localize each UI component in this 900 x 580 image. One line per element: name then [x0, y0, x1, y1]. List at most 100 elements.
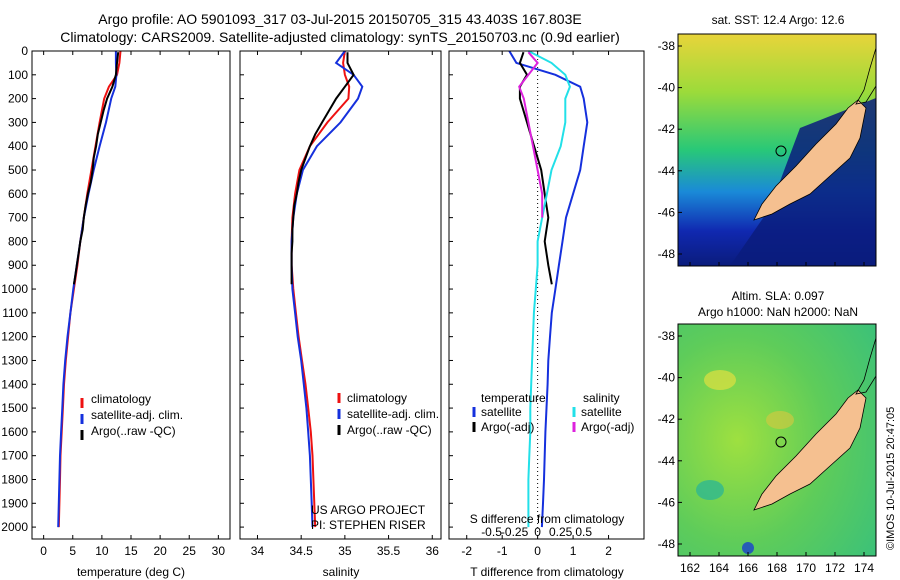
ytick-label: 900: [8, 258, 28, 272]
sla-land: [753, 389, 867, 511]
xtick-label: 30: [212, 544, 226, 558]
difference-legend-salinity-title: salinity: [583, 391, 620, 405]
difference-legend: temperature salinity satellite Argo(-adj…: [472, 391, 634, 434]
salinity-diff-tick-label: 0: [534, 525, 541, 539]
map-xtick-label: 166: [738, 561, 758, 575]
ytick-label: 600: [8, 187, 28, 201]
map-xtick-label: 174: [854, 561, 874, 575]
xtick-label: 36: [426, 544, 440, 558]
series-line-climatology: [57, 50, 122, 528]
header: Argo profile: AO 5901093_317 03-Jul-2015…: [60, 11, 620, 45]
temperature-legend-argo: Argo(..raw -QC): [91, 424, 176, 438]
ytick-label: 1300: [1, 353, 28, 367]
map-xtick-label: 168: [767, 561, 787, 575]
map-ytick-label: -42: [658, 122, 676, 136]
ytick-label: 100: [8, 68, 28, 82]
series-line-salinity-argo-adj-: [518, 51, 544, 218]
xtick-label: 15: [124, 544, 138, 558]
ytick-label: 1700: [1, 449, 28, 463]
ytick-label: 1900: [1, 496, 28, 510]
temperature-legend: climatology satellite-adj. clim. Argo(..…: [80, 392, 183, 440]
difference-legend-sal-satellite: satellite: [581, 405, 622, 419]
ytick-label: 400: [8, 139, 28, 153]
map-ytick-label: -40: [658, 371, 676, 385]
ytick-label: 1800: [1, 472, 28, 486]
salinity-annotation-project: US ARGO PROJECT: [311, 503, 426, 517]
difference-legend-temp-satellite: satellite: [481, 405, 522, 419]
sst-north-island: [855, 47, 877, 105]
sst-map: sat. SST: 12.4 Argo: 12.6 16216416616817…: [658, 13, 877, 267]
series-line-temperature-argo-adj-: [518, 51, 553, 285]
ytick-label: 1400: [1, 377, 28, 391]
watermark: ©IMOS 10-Jul-2015 20:47:05: [885, 407, 897, 550]
ytick-label: 300: [8, 115, 28, 129]
salinity-chart: 34 34.5 35 35.5 36 climatology satellite-adj…: [239, 50, 442, 579]
title-line-2: Climatology: CARS2009. Satellite-adjuste…: [60, 29, 620, 45]
xtick-label: 0: [534, 544, 541, 558]
map-ytick-label: -46: [658, 205, 676, 219]
map-ytick-label: -48: [658, 537, 676, 551]
salinity-diff-tick-label: 0.5: [575, 525, 592, 539]
ytick-label: 500: [8, 163, 28, 177]
difference-legend-temp-argo: Argo(-adj): [481, 420, 534, 434]
map-xtick-label: 172: [825, 561, 845, 575]
ytick-label: 1500: [1, 401, 28, 415]
series-line-temperature-satellite: [508, 50, 589, 528]
xtick-label: 20: [153, 544, 167, 558]
temperature-legend-satellite: satellite-adj. clim.: [91, 408, 183, 422]
salinity-legend-climatology: climatology: [347, 391, 407, 405]
ytick-label: 0: [21, 44, 28, 58]
salinity-diff-tick-label: 0.25: [549, 525, 573, 539]
title-line-1: Argo profile: AO 5901093_317 03-Jul-2015…: [98, 11, 581, 27]
ytick-label: 700: [8, 211, 28, 225]
xtick-label: 35: [338, 544, 352, 558]
xtick-label: 1: [570, 544, 577, 558]
difference-legend-temperature-title: temperature: [481, 391, 546, 405]
series-line-salinity-satellite: [527, 50, 571, 528]
xtick-label: 2: [605, 544, 612, 558]
sla-map-title-2: Argo h1000: NaN h2000: NaN: [698, 305, 858, 319]
sla-argo-position: [775, 436, 787, 448]
salinity-annotation-pi: PI: STEPHEN RISER: [311, 518, 426, 532]
sst-map-title: sat. SST: 12.4 Argo: 12.6: [712, 13, 845, 27]
sst-argo-position: [775, 145, 787, 157]
map-ytick-label: -38: [658, 329, 676, 343]
ytick-label: 200: [8, 92, 28, 106]
sla-map: Altim. SLA: 0.097 Argo h1000: NaN h2000:…: [658, 290, 877, 575]
ytick-label: 1100: [2, 306, 28, 320]
sst-land: [753, 99, 867, 221]
map-ytick-label: -38: [658, 39, 676, 53]
map-ytick-label: -40: [658, 81, 676, 95]
xtick-label: 25: [183, 544, 197, 558]
map-ytick-label: -46: [658, 495, 676, 509]
xtick-label: -2: [461, 544, 472, 558]
xtick-label: 10: [95, 544, 109, 558]
xtick-label: 35.5: [377, 544, 401, 558]
temperature-chart: 0 5 10 15 20 25 300100200300400500600700800900…: [1, 44, 231, 579]
xtick-label: 5: [69, 544, 76, 558]
ytick-label: 1000: [1, 282, 28, 296]
series-line-argo-raw-qc-: [290, 52, 355, 285]
salinity-diff-tick-label: -0.5: [481, 525, 502, 539]
difference-s-label: S difference from climatology: [470, 512, 625, 526]
ytick-label: 2000: [1, 520, 28, 534]
temperature-xlabel: temperature (deg C): [77, 565, 185, 579]
map-ytick-label: -42: [658, 412, 676, 426]
xtick-label: -1: [497, 544, 508, 558]
salinity-xlabel: salinity: [323, 565, 360, 579]
watermark-text: ©IMOS 10-Jul-2015 20:47:05: [885, 407, 897, 550]
salinity-diff-tick-label: -0.25: [501, 525, 529, 539]
sla-map-title-1: Altim. SLA: 0.097: [732, 290, 825, 303]
sla-north-island: [855, 337, 877, 395]
map-ytick-label: -44: [658, 164, 676, 178]
ytick-label: 1200: [1, 330, 28, 344]
salinity-legend: climatology satellite-adj. clim. Argo(..…: [337, 391, 439, 437]
series-line-satellite-adj-clim-: [57, 51, 118, 528]
salinity-legend-argo: Argo(..raw -QC): [347, 423, 432, 437]
xtick-label: 0: [40, 544, 47, 558]
xtick-label: 34: [251, 544, 265, 558]
ytick-label: 800: [8, 234, 28, 248]
map-xtick-label: 162: [680, 561, 700, 575]
map-xtick-label: 164: [709, 561, 729, 575]
difference-xlabel: T difference from climatology: [470, 565, 624, 579]
